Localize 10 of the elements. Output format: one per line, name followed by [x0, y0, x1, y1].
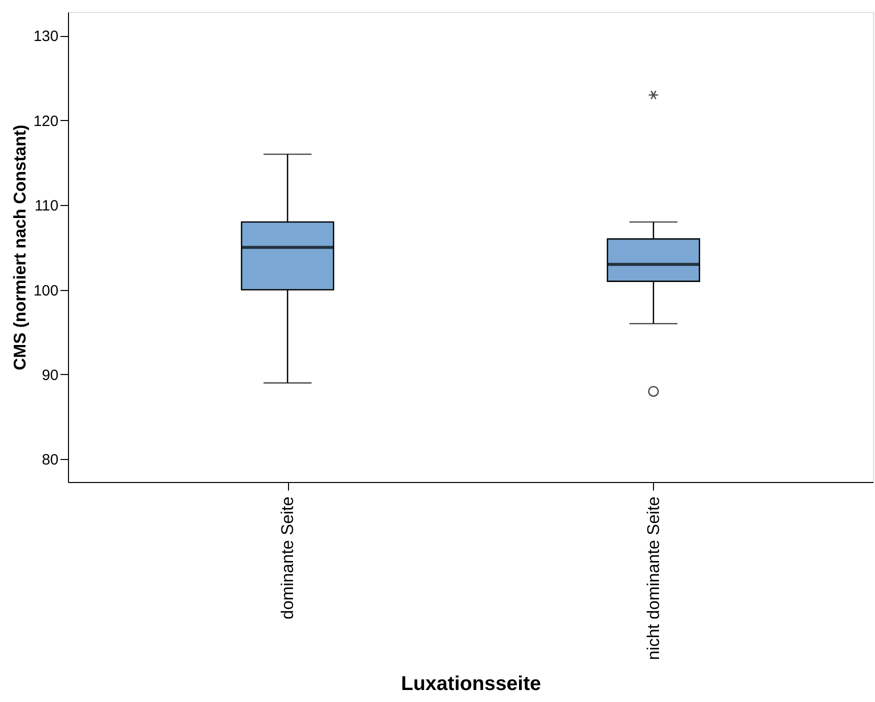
x-axis-title: Luxationsseite: [400, 672, 542, 695]
y-tick-label: 130: [33, 28, 58, 46]
y-tick-label: 110: [34, 198, 58, 215]
y-tick-label: 100: [33, 282, 58, 300]
y-tick-label: 80: [42, 452, 58, 469]
y-tick-label: 90: [42, 366, 58, 384]
y-tick-label: 120: [33, 112, 58, 130]
x-tick-label: dominante Seite: [278, 496, 298, 620]
x-tick-label: nicht dominante Seite: [644, 496, 663, 660]
y-axis-title: CMS (normiert nach Constant): [10, 124, 30, 370]
